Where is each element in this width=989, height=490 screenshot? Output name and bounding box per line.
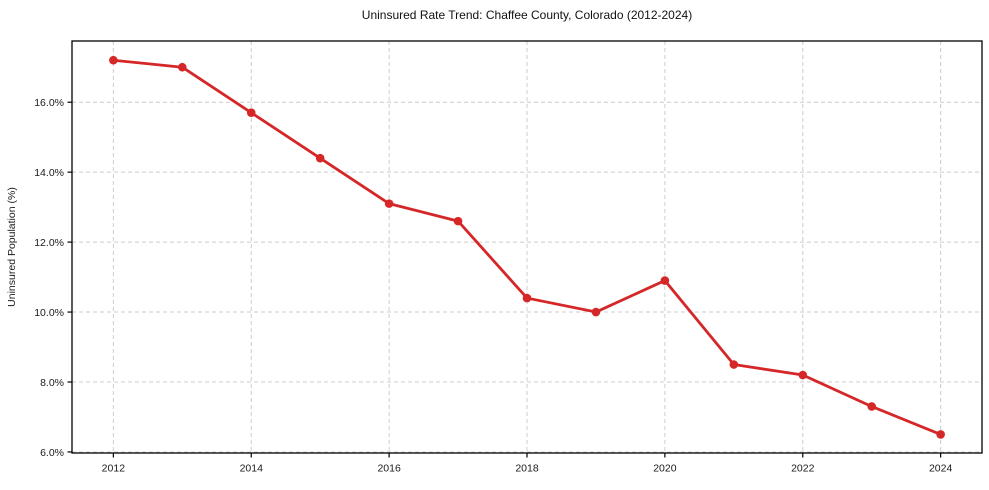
data-point bbox=[453, 216, 463, 226]
x-tick-label: 2020 bbox=[653, 463, 677, 475]
data-point bbox=[384, 199, 394, 208]
data-point bbox=[522, 293, 532, 303]
data-point bbox=[660, 276, 670, 285]
data-point bbox=[729, 360, 739, 369]
y-tick-label: 14.0% bbox=[34, 167, 64, 179]
y-tick-label: 12.0% bbox=[34, 237, 64, 249]
data-point bbox=[798, 370, 808, 380]
y-tick-label: 10.0% bbox=[34, 307, 64, 319]
data-point bbox=[178, 62, 187, 72]
x-tick-label: 2018 bbox=[515, 463, 539, 475]
chart-title: Uninsured Rate Trend: Chaffee County, Co… bbox=[362, 8, 692, 22]
y-tick-label: 16.0% bbox=[34, 97, 64, 109]
data-point bbox=[591, 307, 601, 317]
x-tick-label: 2014 bbox=[240, 463, 264, 475]
data-point bbox=[936, 430, 945, 439]
x-tick-label: 2016 bbox=[377, 463, 401, 475]
x-tick-label: 2022 bbox=[791, 463, 815, 475]
y-tick-label: 8.0% bbox=[40, 377, 64, 389]
data-point bbox=[246, 108, 256, 117]
data-point bbox=[315, 153, 325, 163]
plot-area: 2012 2014 2016 2018 2020 2022 2024 6.0% 8.0% 10.0… bbox=[34, 40, 983, 475]
x-tick-label: 2012 bbox=[102, 463, 126, 475]
y-tick-label: 6.0% bbox=[40, 447, 64, 459]
data-point bbox=[109, 55, 118, 65]
y-axis-label: Uninsured Population (%) bbox=[6, 187, 18, 307]
data-point bbox=[867, 402, 876, 411]
x-tick-label: 2024 bbox=[929, 463, 953, 475]
